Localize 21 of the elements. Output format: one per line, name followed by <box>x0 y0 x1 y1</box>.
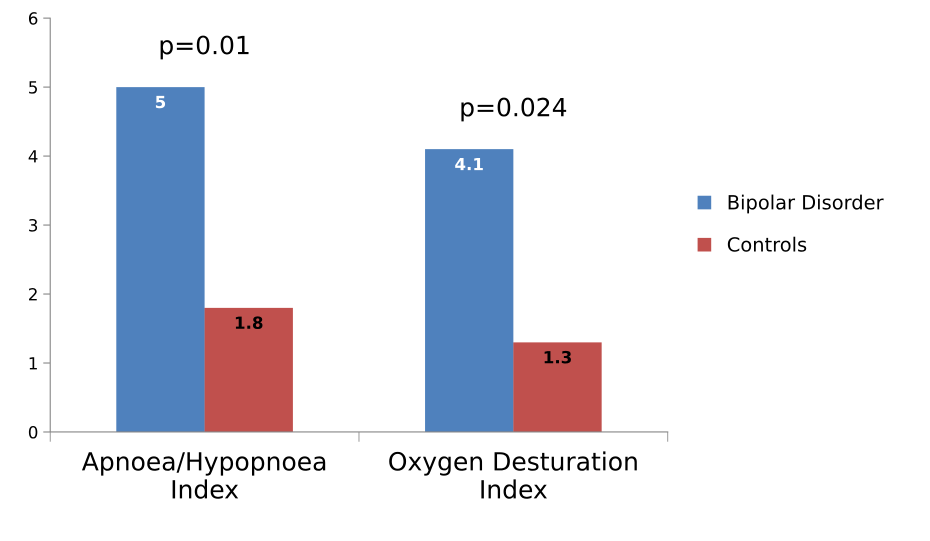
y-tick-label: 4 <box>28 150 38 162</box>
y-tick-label: 0 <box>28 426 38 439</box>
annotation: p=0.024 <box>461 98 566 122</box>
x-tick-label: Apnoea/Hypopnoea Index <box>82 452 326 499</box>
legend-label: Bipolar Disorder <box>728 194 884 214</box>
data-label: 5 <box>156 96 166 108</box>
bar <box>425 149 514 432</box>
x-tick-label: Oxygen Desturation Index <box>389 451 637 499</box>
y-tick-label: 5 <box>29 81 37 94</box>
legend-label: Controls <box>728 236 806 252</box>
annotation: p=0.01 <box>160 36 249 60</box>
bar <box>116 87 205 432</box>
data-label: 1.8 <box>236 316 262 330</box>
bar <box>204 308 293 432</box>
data-label: 1.3 <box>544 350 571 364</box>
bar <box>513 342 602 432</box>
y-tick-label: 1 <box>30 357 37 370</box>
data-label: 4.1 <box>455 158 483 170</box>
y-tick-label: 6 <box>28 12 38 25</box>
y-tick-label: 3 <box>29 219 38 232</box>
y-tick-label: 2 <box>29 288 37 300</box>
